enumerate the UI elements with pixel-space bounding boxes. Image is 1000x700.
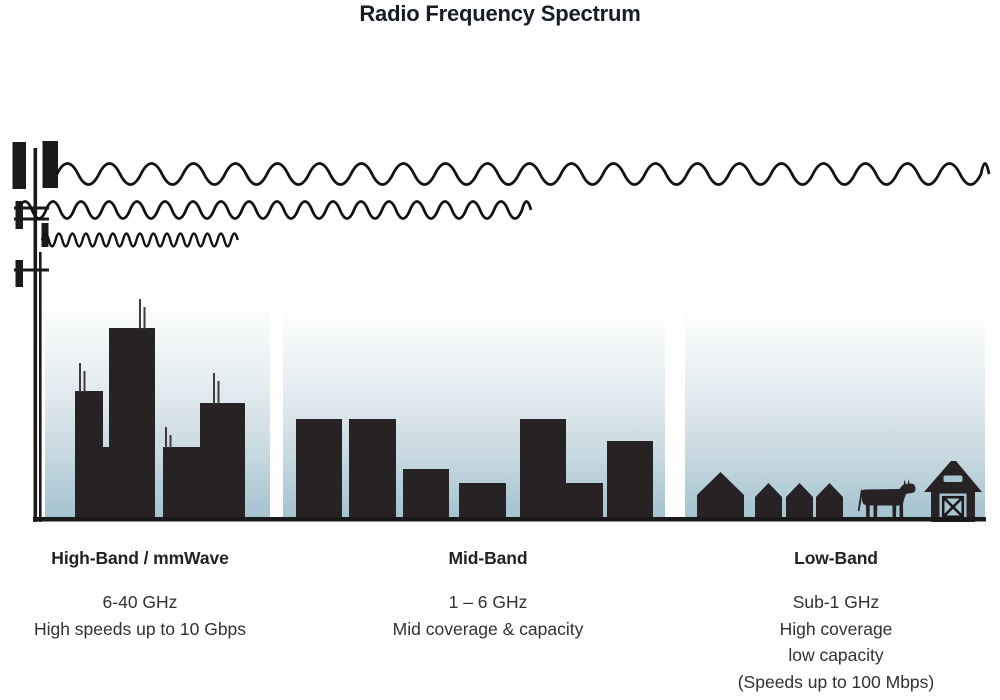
tower-antenna-low xyxy=(15,260,23,287)
barn-icon xyxy=(924,461,982,522)
skyscraper xyxy=(109,328,155,518)
tower-pole-2 xyxy=(39,252,42,522)
cow-tail xyxy=(857,489,863,511)
band-label-group-high: High-Band / mmWave 6-40 GHz High speeds … xyxy=(10,548,270,642)
building xyxy=(520,419,566,518)
cow-icon xyxy=(857,479,916,519)
rooftop-antennas xyxy=(79,299,220,448)
band-detail-low-2: low capacity xyxy=(788,645,884,665)
tower-crossbar-2 xyxy=(14,217,49,221)
skyscraper xyxy=(200,403,245,518)
barn-door-crossbuck xyxy=(941,495,965,519)
cow-body xyxy=(862,479,916,519)
house-icon xyxy=(697,472,744,518)
band-name-mid: Mid-Band xyxy=(448,548,528,568)
tower-antenna-mid xyxy=(15,201,23,229)
building xyxy=(403,469,449,518)
skyscraper xyxy=(163,447,200,518)
band-name-high: High-Band / mmWave xyxy=(51,548,229,568)
band-name-low: Low-Band xyxy=(794,548,878,568)
band-detail-mid: Mid coverage & capacity xyxy=(392,618,584,639)
band-frequency-high: 6-40 GHz xyxy=(102,592,178,612)
short-wavelength-wave xyxy=(40,232,239,248)
ground-line xyxy=(33,517,986,522)
long-wavelength-wave xyxy=(55,162,991,186)
band-detail-low-3: (Speeds up to 100 Mbps) xyxy=(737,671,935,692)
midband-buildings-silhouette xyxy=(296,419,653,518)
diagram-title: Radio Frequency Spectrum xyxy=(359,1,641,26)
building xyxy=(459,483,506,518)
band-label-group-mid: Mid-Band 1 – 6 GHz Mid coverage & capaci… xyxy=(358,548,618,642)
house-icon xyxy=(786,483,813,518)
rural-scene xyxy=(697,461,982,522)
tower-crossbar-3 xyxy=(14,268,49,272)
barn-window xyxy=(943,475,963,482)
skyscraper xyxy=(75,391,103,518)
band-frequency-low: Sub-1 GHz xyxy=(792,592,880,612)
sky-panel-mid-band xyxy=(283,306,665,518)
house-icon xyxy=(755,483,782,518)
building xyxy=(349,419,396,518)
band-frequency-mid: 1 – 6 GHz xyxy=(448,592,528,612)
band-detail-low-1: High coverage xyxy=(779,618,893,639)
medium-wavelength-wave xyxy=(16,200,533,220)
building xyxy=(607,441,653,518)
building xyxy=(296,419,342,518)
radio-waves xyxy=(16,162,991,248)
building xyxy=(566,483,603,518)
house-icon xyxy=(816,483,843,518)
band-detail-high: High speeds up to 10 Gbps xyxy=(33,618,247,639)
band-label-group-low: Low-Band Sub-1 GHz High coverage low cap… xyxy=(706,548,966,695)
tower-pole xyxy=(33,148,38,522)
skyscraper xyxy=(103,447,109,518)
tower-antenna-panel-left xyxy=(12,142,26,189)
tower-antenna-panel-right xyxy=(42,141,58,188)
city-skyline-silhouette xyxy=(75,299,245,518)
